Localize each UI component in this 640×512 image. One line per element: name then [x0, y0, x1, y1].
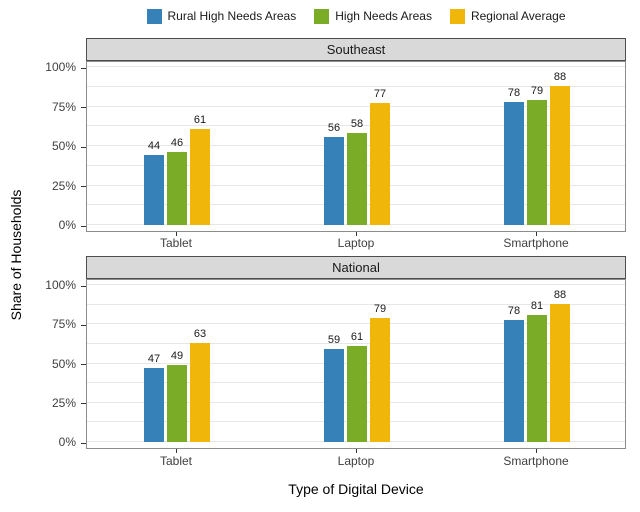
y-tick-mark — [81, 146, 86, 148]
gridline-major — [87, 323, 625, 325]
legend-item-label: Regional Average — [470, 9, 566, 23]
bar-value-label: 49 — [170, 350, 184, 363]
x-category-label: Laptop — [337, 236, 375, 250]
y-tick-label: 0% — [58, 435, 76, 449]
x-category-label: Tablet — [159, 454, 193, 468]
y-tick-label: 75% — [51, 317, 76, 332]
y-tick-mark — [81, 285, 86, 287]
bar — [504, 101, 524, 225]
facet-strip: National — [86, 256, 626, 279]
y-tick-label: 100% — [45, 278, 76, 292]
legend-item-label: Rural High Needs Areas — [167, 9, 297, 23]
y-tick-mark — [81, 403, 86, 405]
facet-panel: 47 49 63 59 61 79 78 81 88 — [86, 279, 626, 449]
x-tick-mark — [175, 232, 177, 236]
gridline-minor — [87, 125, 625, 127]
legend-key-swatch — [146, 8, 162, 24]
legend-key-swatch — [449, 8, 465, 24]
y-axis-title: Share of Households — [8, 189, 24, 321]
facet-strip-label: Southeast — [326, 42, 386, 57]
bar — [167, 152, 187, 225]
bar — [370, 317, 390, 442]
y-tick-mark — [81, 364, 86, 365]
bar — [144, 368, 164, 442]
bar-value-label: 88 — [553, 70, 567, 83]
legend-item: Regional Average — [449, 8, 566, 24]
x-category-label: Smartphone — [503, 454, 569, 468]
gridline-minor — [87, 85, 625, 87]
bar — [504, 319, 524, 442]
y-tick-mark — [81, 324, 86, 326]
gridline-minor — [87, 303, 625, 305]
bar — [370, 103, 390, 225]
bar-value-label: 58 — [350, 118, 364, 131]
x-tick-mark — [355, 232, 357, 236]
bar — [167, 365, 187, 442]
gridline-major — [87, 66, 625, 67]
bar — [190, 343, 210, 442]
bar-value-label: 59 — [327, 334, 341, 347]
bar — [550, 303, 570, 442]
bar-value-label: 47 — [147, 353, 161, 366]
legend-item-label: High Needs Areas — [335, 9, 432, 23]
y-tick-mark — [81, 442, 86, 444]
bar — [144, 155, 164, 225]
x-category-label: Smartphone — [503, 236, 569, 250]
bar-value-label: 44 — [147, 140, 161, 153]
bar — [324, 349, 344, 442]
bar — [550, 85, 570, 225]
gridline-major — [87, 105, 625, 107]
bar-value-label: 79 — [530, 85, 544, 98]
bar — [527, 314, 547, 442]
x-category-label: Laptop — [337, 454, 375, 468]
x-category-label: Tablet — [159, 236, 193, 250]
facet-panel: 44 46 61 56 58 77 78 79 88 — [86, 61, 626, 232]
bar-value-label: 77 — [373, 88, 387, 101]
x-tick-mark — [535, 232, 537, 236]
bar-value-label: 61 — [350, 331, 364, 344]
bar-value-label: 61 — [193, 113, 207, 126]
legend-item: Rural High Needs Areas — [146, 8, 297, 24]
bar-value-label: 46 — [170, 137, 184, 150]
y-tick-label: 25% — [51, 395, 76, 410]
bar — [347, 133, 367, 225]
y-tick-label: 50% — [51, 356, 76, 371]
x-tick-mark — [175, 449, 177, 453]
y-tick-mark — [81, 225, 86, 227]
y-tick-mark — [81, 67, 86, 69]
gridline-major — [87, 284, 625, 285]
facet-strip: Southeast — [86, 38, 626, 61]
bar-value-label: 88 — [553, 288, 567, 301]
legend-item: High Needs Areas — [314, 8, 432, 24]
y-tick-mark — [81, 186, 86, 187]
bar — [527, 100, 547, 225]
bar-value-label: 81 — [530, 299, 544, 312]
legend: Rural High Needs Areas High Needs Areas Re… — [86, 6, 626, 26]
bar-value-label: 63 — [193, 328, 207, 341]
x-tick-mark — [355, 449, 357, 453]
y-tick-label: 100% — [45, 60, 76, 74]
bar — [347, 346, 367, 442]
legend-key-swatch — [314, 8, 330, 24]
x-tick-mark — [535, 449, 537, 453]
gridline-minor — [87, 342, 625, 344]
bar-value-label: 78 — [507, 86, 521, 99]
y-tick-mark — [81, 107, 86, 108]
y-tick-label: 0% — [58, 218, 76, 232]
bar-value-label: 78 — [507, 304, 521, 317]
bar — [190, 128, 210, 225]
x-axis-title: Type of Digital Device — [288, 481, 424, 497]
bar-value-label: 56 — [327, 121, 341, 134]
y-tick-label: 25% — [51, 178, 76, 193]
y-tick-label: 50% — [51, 139, 76, 153]
facet-strip-label: National — [332, 260, 380, 275]
y-tick-label: 75% — [51, 99, 76, 114]
bar — [324, 136, 344, 225]
bar-value-label: 79 — [373, 302, 387, 315]
